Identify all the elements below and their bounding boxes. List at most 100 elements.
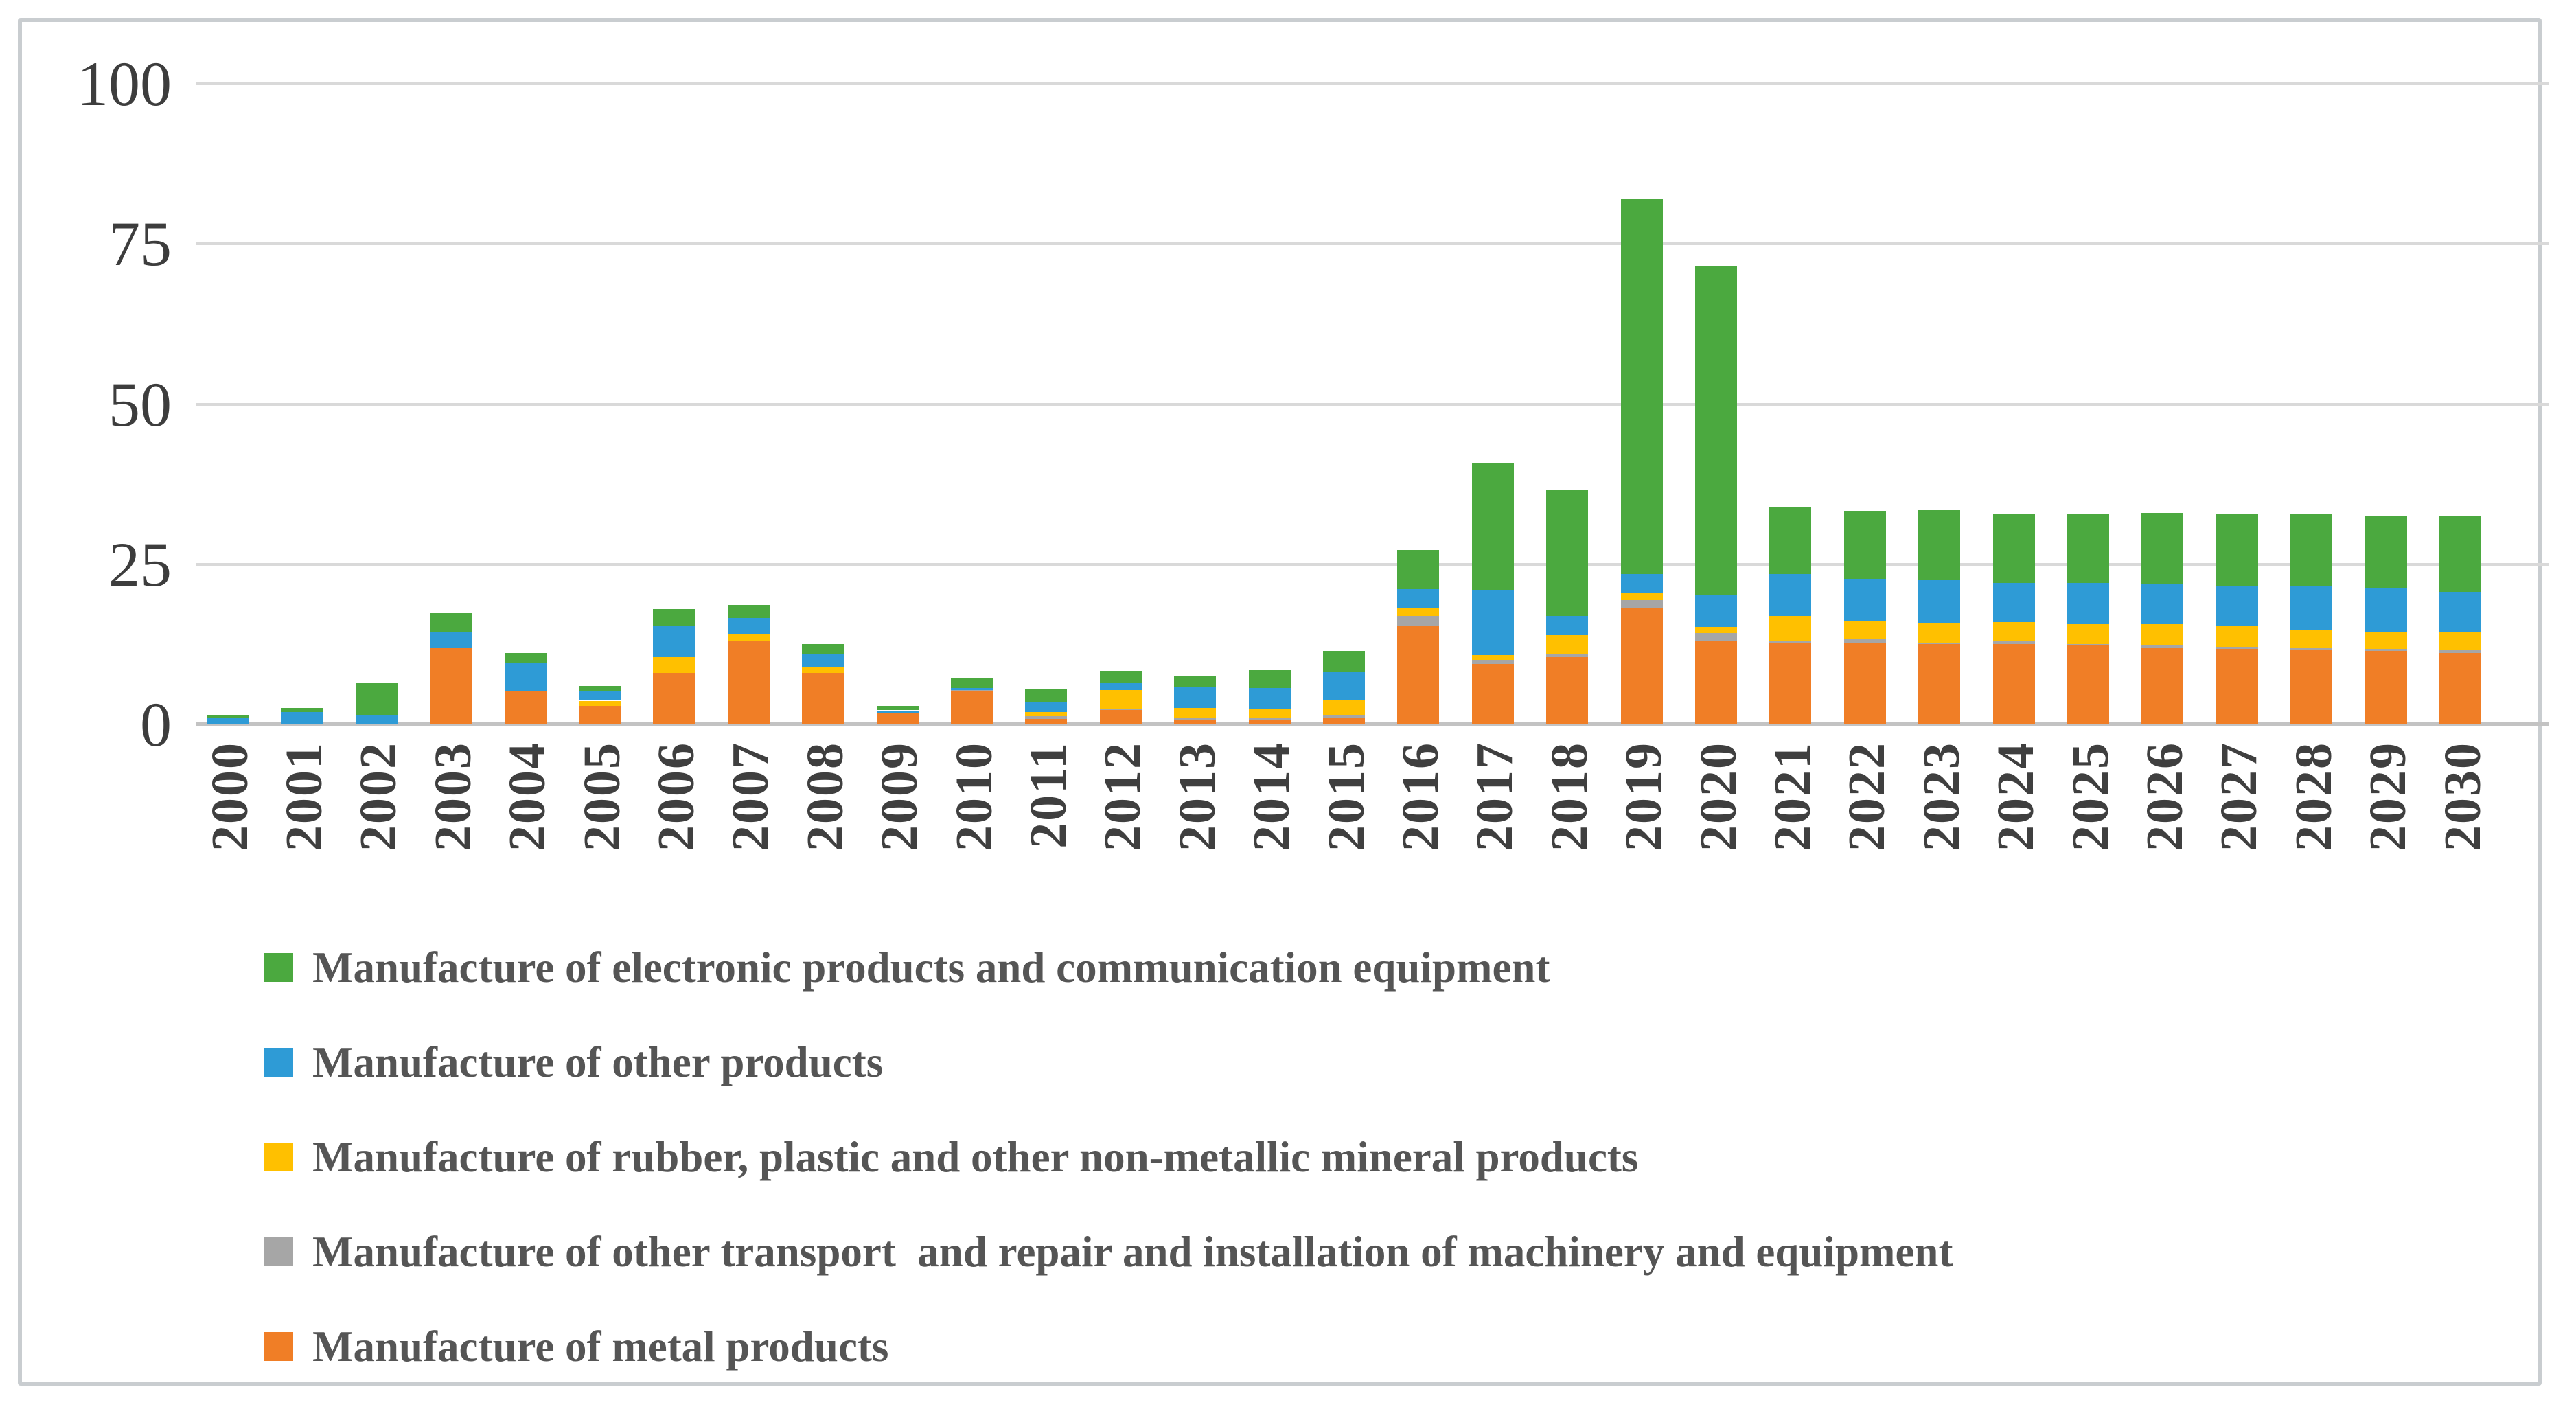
- bar-segment-2004[interactable]: [504, 691, 547, 724]
- bar-segment-2026[interactable]: [2141, 624, 2184, 646]
- bar-segment-2008[interactable]: [802, 644, 844, 655]
- bar-segment-2012[interactable]: [1099, 670, 1142, 683]
- bar-segment-2000[interactable]: [207, 715, 249, 718]
- bar-segment-2006[interactable]: [653, 626, 695, 658]
- bar-stack-2000[interactable]: [207, 715, 249, 724]
- bar-segment-2030[interactable]: [2439, 652, 2481, 724]
- bar-segment-2026[interactable]: [2141, 645, 2184, 648]
- bar-segment-2021[interactable]: [1769, 573, 1812, 617]
- bar-stack-2021[interactable]: [1769, 506, 1812, 724]
- bar-segment-2006[interactable]: [653, 673, 695, 724]
- bar-stack-2020[interactable]: [1695, 266, 1737, 724]
- bar-segment-2028[interactable]: [2290, 650, 2333, 724]
- bar-stack-2007[interactable]: [727, 605, 770, 724]
- bar-segment-2020[interactable]: [1695, 595, 1737, 628]
- bar-segment-2012[interactable]: [1099, 689, 1142, 709]
- bar-segment-2007[interactable]: [727, 618, 770, 635]
- bar-stack-2015[interactable]: [1323, 650, 1365, 724]
- bar-segment-2022[interactable]: [1843, 620, 1886, 639]
- bar-segment-2016[interactable]: [1397, 626, 1440, 724]
- bar-segment-2005[interactable]: [579, 686, 621, 691]
- bar-segment-2004[interactable]: [504, 653, 547, 663]
- bar-stack-2019[interactable]: [1620, 198, 1663, 724]
- bar-segment-2029[interactable]: [2365, 515, 2407, 588]
- bar-segment-2009[interactable]: [876, 713, 919, 724]
- bar-stack-2009[interactable]: [876, 705, 919, 724]
- bar-stack-2008[interactable]: [802, 644, 844, 724]
- bar-segment-2027[interactable]: [2216, 514, 2258, 586]
- bar-segment-2022[interactable]: [1843, 639, 1886, 643]
- bar-segment-2015[interactable]: [1323, 650, 1365, 672]
- bar-segment-2024[interactable]: [1992, 641, 2035, 645]
- bar-segment-2007[interactable]: [727, 634, 770, 641]
- bar-segment-2001[interactable]: [281, 707, 323, 713]
- bar-segment-2015[interactable]: [1323, 671, 1365, 700]
- bar-stack-2025[interactable]: [2067, 514, 2109, 724]
- bar-segment-2023[interactable]: [1918, 642, 1961, 645]
- bar-segment-2024[interactable]: [1992, 582, 2035, 622]
- bar-segment-2030[interactable]: [2439, 591, 2481, 632]
- bar-stack-2010[interactable]: [951, 677, 993, 724]
- bar-segment-2008[interactable]: [802, 667, 844, 674]
- bar-segment-2013[interactable]: [1174, 720, 1217, 724]
- bar-segment-2008[interactable]: [802, 654, 844, 667]
- bar-stack-2018[interactable]: [1546, 489, 1589, 724]
- bar-segment-2022[interactable]: [1843, 511, 1886, 580]
- bar-segment-2007[interactable]: [727, 605, 770, 619]
- bar-segment-2013[interactable]: [1174, 676, 1217, 687]
- bar-segment-2020[interactable]: [1695, 627, 1737, 633]
- bar-segment-2018[interactable]: [1546, 616, 1589, 636]
- bar-segment-2011[interactable]: [1025, 712, 1068, 716]
- bar-segment-2018[interactable]: [1546, 657, 1589, 724]
- bar-segment-2017[interactable]: [1471, 463, 1514, 591]
- bar-segment-2003[interactable]: [430, 648, 472, 724]
- bar-stack-2014[interactable]: [1248, 669, 1291, 724]
- bar-segment-2006[interactable]: [653, 657, 695, 674]
- bar-segment-2014[interactable]: [1248, 669, 1291, 688]
- bar-segment-2025[interactable]: [2067, 514, 2109, 583]
- bar-segment-2015[interactable]: [1323, 718, 1365, 724]
- bar-stack-2005[interactable]: [579, 686, 621, 724]
- bar-segment-2014[interactable]: [1248, 719, 1291, 724]
- bar-stack-2012[interactable]: [1099, 670, 1142, 724]
- bar-segment-2012[interactable]: [1099, 709, 1142, 724]
- bar-stack-2006[interactable]: [653, 609, 695, 724]
- bar-segment-2022[interactable]: [1843, 579, 1886, 621]
- bar-segment-2020[interactable]: [1695, 266, 1737, 595]
- bar-segment-2016[interactable]: [1397, 616, 1440, 626]
- bar-segment-2011[interactable]: [1025, 689, 1068, 703]
- bar-stack-2004[interactable]: [504, 653, 547, 724]
- bar-segment-2009[interactable]: [876, 710, 919, 713]
- bar-segment-2028[interactable]: [2290, 630, 2333, 648]
- bar-segment-2030[interactable]: [2439, 516, 2481, 592]
- bar-segment-2010[interactable]: [951, 689, 993, 691]
- bar-segment-2016[interactable]: [1397, 589, 1440, 608]
- bar-stack-2016[interactable]: [1397, 550, 1440, 724]
- bar-segment-2012[interactable]: [1099, 709, 1142, 710]
- bar-segment-2015[interactable]: [1323, 700, 1365, 715]
- bar-segment-2027[interactable]: [2216, 648, 2258, 724]
- bar-segment-2011[interactable]: [1025, 718, 1068, 724]
- bar-segment-2000[interactable]: [207, 717, 249, 724]
- bar-segment-2016[interactable]: [1397, 608, 1440, 617]
- bar-segment-2021[interactable]: [1769, 506, 1812, 574]
- bar-segment-2026[interactable]: [2141, 584, 2184, 625]
- bar-segment-2006[interactable]: [653, 609, 695, 626]
- bar-segment-2009[interactable]: [876, 705, 919, 711]
- bar-segment-2011[interactable]: [1025, 715, 1068, 719]
- bar-segment-2015[interactable]: [1323, 715, 1365, 718]
- bar-segment-2022[interactable]: [1843, 643, 1886, 724]
- bar-segment-2013[interactable]: [1174, 707, 1217, 718]
- bar-segment-2024[interactable]: [1992, 644, 2035, 724]
- bar-segment-2007[interactable]: [727, 640, 770, 724]
- bar-segment-2019[interactable]: [1620, 600, 1663, 609]
- bar-segment-2028[interactable]: [2290, 514, 2333, 587]
- bar-segment-2008[interactable]: [802, 673, 844, 724]
- bar-segment-2001[interactable]: [281, 712, 323, 724]
- bar-segment-2005[interactable]: [579, 700, 621, 706]
- bar-segment-2004[interactable]: [504, 662, 547, 692]
- bar-segment-2013[interactable]: [1174, 686, 1217, 708]
- bar-segment-2029[interactable]: [2365, 588, 2407, 632]
- bar-segment-2023[interactable]: [1918, 622, 1961, 643]
- bar-segment-2019[interactable]: [1620, 573, 1663, 593]
